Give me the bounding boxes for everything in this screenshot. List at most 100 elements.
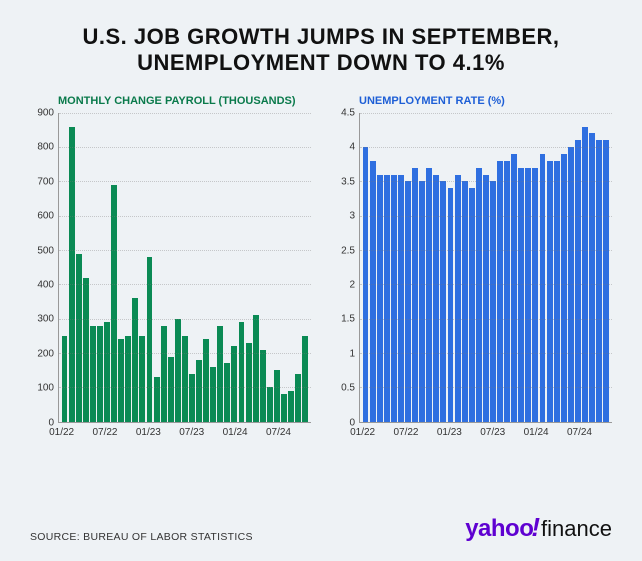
- bar: [483, 175, 489, 422]
- unemployment-y-axis: 00.511.522.533.544.5: [331, 113, 359, 423]
- payroll-x-axis: 01/2207/2201/2307/2301/2407/24: [58, 423, 311, 441]
- y-tick: 0.5: [341, 383, 355, 394]
- grid-line: [360, 113, 612, 114]
- bar: [596, 140, 602, 422]
- bar: [455, 175, 461, 422]
- bar: [497, 161, 503, 422]
- bar: [118, 339, 124, 421]
- bar: [217, 326, 223, 422]
- y-tick: 4: [349, 142, 355, 153]
- bar: [433, 175, 439, 422]
- payroll-plot: [58, 113, 311, 423]
- x-tick: 01/22: [350, 427, 375, 438]
- bar: [582, 127, 588, 422]
- x-tick: 01/24: [524, 427, 549, 438]
- grid-line: [360, 181, 612, 182]
- bar: [175, 319, 181, 422]
- y-tick: 3.5: [341, 176, 355, 187]
- x-tick: 07/23: [480, 427, 505, 438]
- bar: [189, 374, 195, 422]
- unemployment-chart-title: UNEMPLOYMENT RATE (%): [331, 95, 612, 107]
- x-tick: 01/23: [437, 427, 462, 438]
- y-tick: 400: [37, 280, 54, 291]
- bar: [274, 370, 280, 422]
- bar: [540, 154, 546, 422]
- bar: [504, 161, 510, 422]
- bar: [196, 360, 202, 422]
- logo-brand: yahoo: [465, 515, 533, 543]
- x-tick: 07/22: [393, 427, 418, 438]
- grid-line: [59, 284, 311, 285]
- y-tick: 4.5: [341, 107, 355, 118]
- bar: [104, 322, 110, 422]
- bar: [575, 140, 581, 422]
- grid-line: [360, 319, 612, 320]
- bar: [97, 326, 103, 422]
- charts-row: MONTHLY CHANGE PAYROLL (THOUSANDS) 01002…: [30, 95, 612, 441]
- bar: [210, 367, 216, 422]
- bar: [147, 257, 153, 422]
- bar: [224, 363, 230, 421]
- bar: [111, 185, 117, 422]
- grid-line: [360, 216, 612, 217]
- grid-line: [360, 353, 612, 354]
- bar: [168, 357, 174, 422]
- bar: [76, 254, 82, 422]
- payroll-y-axis: 0100200300400500600700800900: [30, 113, 58, 423]
- y-tick: 2.5: [341, 245, 355, 256]
- bar: [83, 278, 89, 422]
- bar: [239, 322, 245, 422]
- y-tick: 100: [37, 383, 54, 394]
- bar: [69, 127, 75, 422]
- footer: SOURCE: BUREAU OF LABOR STATISTICS yahoo…: [30, 512, 612, 543]
- bar: [547, 161, 553, 422]
- bar: [532, 168, 538, 422]
- grid-line: [360, 250, 612, 251]
- bar: [260, 350, 266, 422]
- bar: [62, 336, 68, 422]
- y-tick: 600: [37, 211, 54, 222]
- x-tick: 01/22: [49, 427, 74, 438]
- grid-line: [360, 284, 612, 285]
- unemployment-bars: [360, 113, 612, 422]
- grid-line: [360, 147, 612, 148]
- y-tick: 200: [37, 348, 54, 359]
- bar: [405, 181, 411, 421]
- bar: [370, 161, 376, 422]
- bar: [426, 168, 432, 422]
- payroll-chart-title: MONTHLY CHANGE PAYROLL (THOUSANDS): [30, 95, 311, 107]
- bar: [267, 387, 273, 421]
- bar: [525, 168, 531, 422]
- bar: [281, 394, 287, 421]
- bar: [302, 336, 308, 422]
- logo-exclaim-icon: !: [531, 512, 540, 543]
- unemployment-chart: UNEMPLOYMENT RATE (%) 00.511.522.533.544…: [331, 95, 612, 441]
- bar: [154, 377, 160, 422]
- bar: [203, 339, 209, 421]
- bar: [295, 374, 301, 422]
- y-tick: 2: [349, 280, 355, 291]
- bar: [462, 181, 468, 421]
- bar: [384, 175, 390, 422]
- bar: [511, 154, 517, 422]
- bar: [391, 175, 397, 422]
- y-tick: 700: [37, 176, 54, 187]
- bar: [161, 326, 167, 422]
- logo-suffix: finance: [541, 516, 612, 542]
- grid-line: [59, 113, 311, 114]
- x-tick: 07/22: [92, 427, 117, 438]
- bar: [419, 181, 425, 421]
- payroll-bars: [59, 113, 311, 422]
- bar: [132, 298, 138, 422]
- x-tick: 07/23: [179, 427, 204, 438]
- y-tick: 900: [37, 107, 54, 118]
- bar: [288, 391, 294, 422]
- bar: [139, 336, 145, 422]
- grid-line: [360, 387, 612, 388]
- bar: [554, 161, 560, 422]
- y-tick: 500: [37, 245, 54, 256]
- bar: [377, 175, 383, 422]
- grid-line: [59, 147, 311, 148]
- grid-line: [59, 387, 311, 388]
- payroll-chart: MONTHLY CHANGE PAYROLL (THOUSANDS) 01002…: [30, 95, 311, 441]
